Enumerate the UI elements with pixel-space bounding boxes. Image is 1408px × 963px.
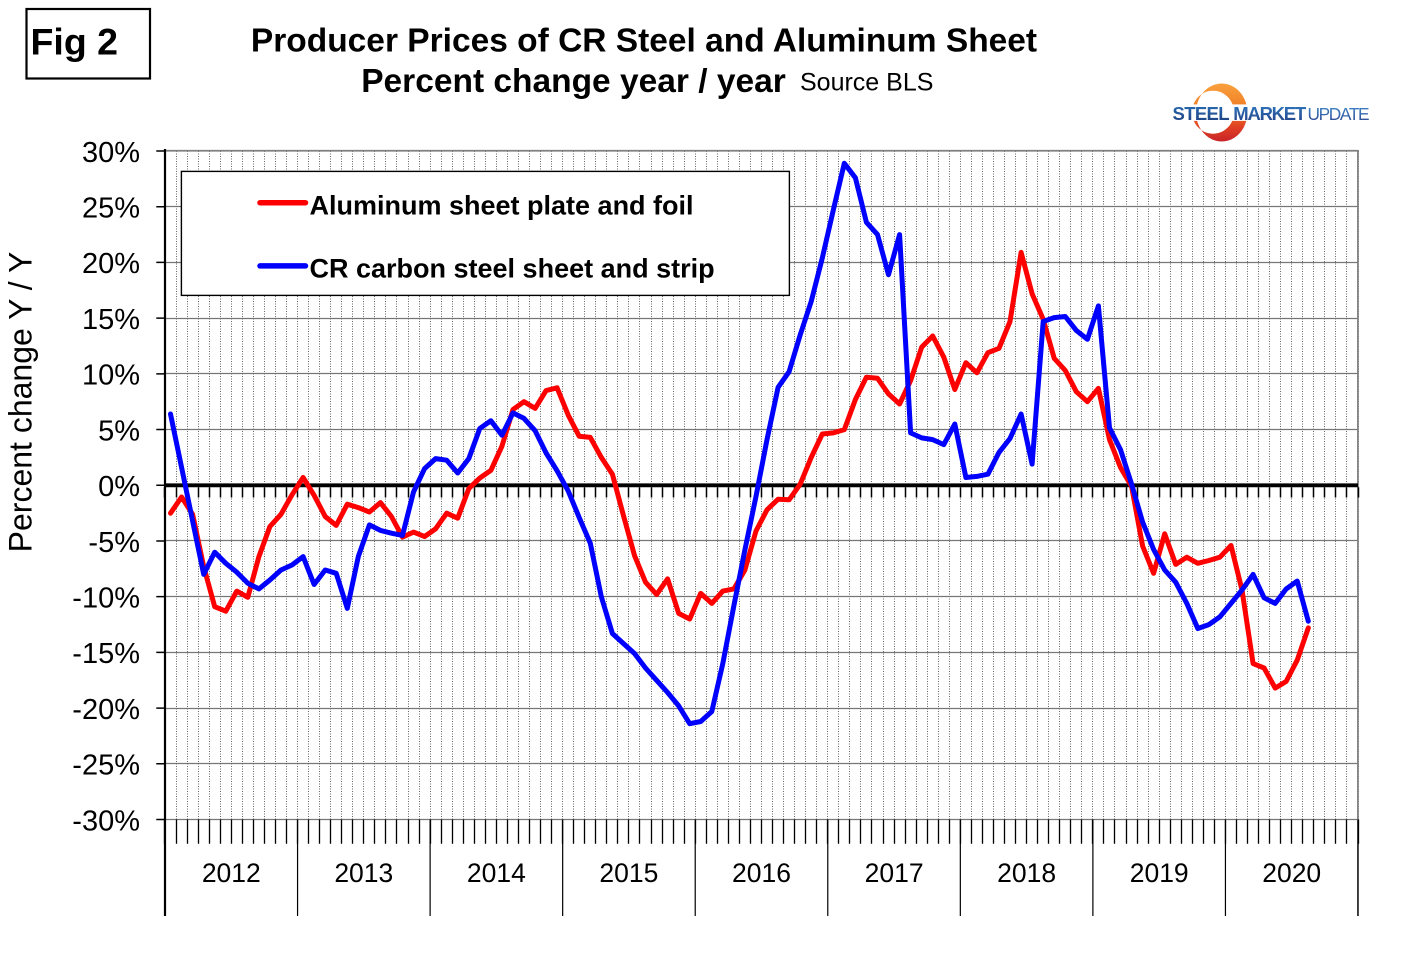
svg-text:Fig 2: Fig 2 <box>31 21 119 63</box>
svg-text:Source BLS: Source BLS <box>800 69 933 97</box>
svg-text:2014: 2014 <box>467 858 526 888</box>
svg-text:-10%: -10% <box>72 583 140 615</box>
svg-text:2016: 2016 <box>732 858 791 888</box>
svg-text:25%: 25% <box>82 193 140 225</box>
svg-text:2020: 2020 <box>1262 858 1321 888</box>
svg-text:2017: 2017 <box>865 858 924 888</box>
svg-text:CR carbon steel sheet and stri: CR carbon steel sheet and strip <box>310 254 715 284</box>
svg-text:2015: 2015 <box>599 858 658 888</box>
svg-text:-25%: -25% <box>72 750 140 782</box>
svg-text:2019: 2019 <box>1130 858 1189 888</box>
svg-text:-30%: -30% <box>72 805 140 837</box>
svg-text:-20%: -20% <box>72 694 140 726</box>
svg-text:5%: 5% <box>98 415 140 447</box>
svg-text:MARKET: MARKET <box>1233 103 1307 124</box>
svg-text:-15%: -15% <box>72 638 140 670</box>
svg-text:Percent change year / year: Percent change year / year <box>361 63 786 100</box>
svg-text:2013: 2013 <box>334 858 393 888</box>
svg-text:2018: 2018 <box>997 858 1056 888</box>
svg-text:30%: 30% <box>82 137 140 169</box>
svg-text:UPDATE: UPDATE <box>1308 104 1370 124</box>
svg-text:Producer Prices of CR Steel an: Producer Prices of CR Steel and Aluminum… <box>251 23 1037 60</box>
svg-text:15%: 15% <box>82 304 140 336</box>
svg-text:20%: 20% <box>82 248 140 280</box>
svg-text:0%: 0% <box>98 471 140 503</box>
svg-text:STEEL: STEEL <box>1173 103 1230 124</box>
svg-text:-5%: -5% <box>88 527 140 559</box>
svg-text:2012: 2012 <box>202 858 261 888</box>
svg-text:10%: 10% <box>82 360 140 392</box>
svg-text:Percent change Y / Y: Percent change Y / Y <box>3 252 39 553</box>
svg-text:Aluminum sheet plate and foil: Aluminum sheet plate and foil <box>310 190 694 220</box>
